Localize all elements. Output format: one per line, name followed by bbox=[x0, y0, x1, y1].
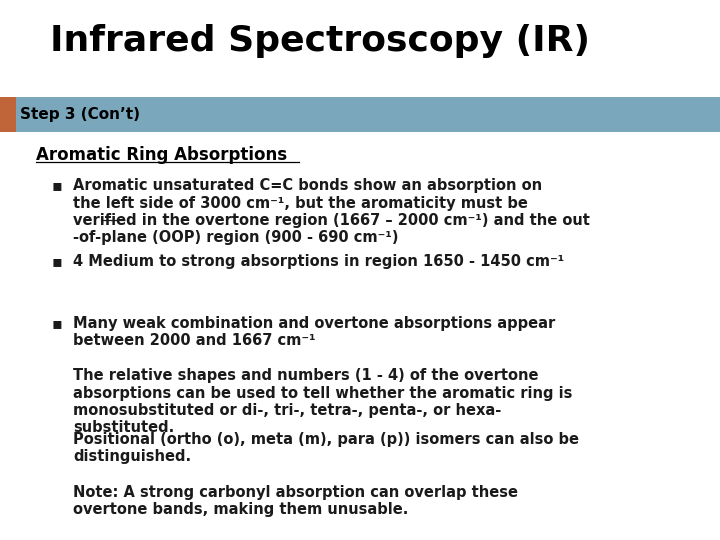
Text: ▪: ▪ bbox=[52, 254, 63, 269]
Text: Aromatic Ring Absorptions: Aromatic Ring Absorptions bbox=[36, 146, 287, 164]
Bar bbox=[0, 97, 16, 132]
Text: Infrared Spectroscopy (IR): Infrared Spectroscopy (IR) bbox=[50, 24, 590, 58]
Text: Note: A strong carbonyl absorption can overlap these
overtone bands, making them: Note: A strong carbonyl absorption can o… bbox=[73, 485, 518, 517]
Text: Aromatic unsaturated C=C bonds show an absorption on
the left side of 3000 cm⁻¹,: Aromatic unsaturated C=C bonds show an a… bbox=[73, 178, 590, 245]
Text: Step 3 (Con’t): Step 3 (Con’t) bbox=[20, 107, 140, 122]
Text: The relative shapes and numbers (1 - 4) of the overtone
absorptions can be used : The relative shapes and numbers (1 - 4) … bbox=[73, 368, 573, 435]
Text: 4 Medium to strong absorptions in region 1650 - 1450 cm⁻¹: 4 Medium to strong absorptions in region… bbox=[73, 254, 564, 269]
Text: ▪: ▪ bbox=[52, 178, 63, 193]
Text: Many weak combination and overtone absorptions appear
between 2000 and 1667 cm⁻¹: Many weak combination and overtone absor… bbox=[73, 316, 556, 348]
Text: ▪: ▪ bbox=[52, 316, 63, 331]
Text: Positional (ortho (o), meta (m), para (p)) isomers can also be
distinguished.: Positional (ortho (o), meta (m), para (p… bbox=[73, 432, 580, 464]
Bar bbox=[0, 97, 720, 132]
